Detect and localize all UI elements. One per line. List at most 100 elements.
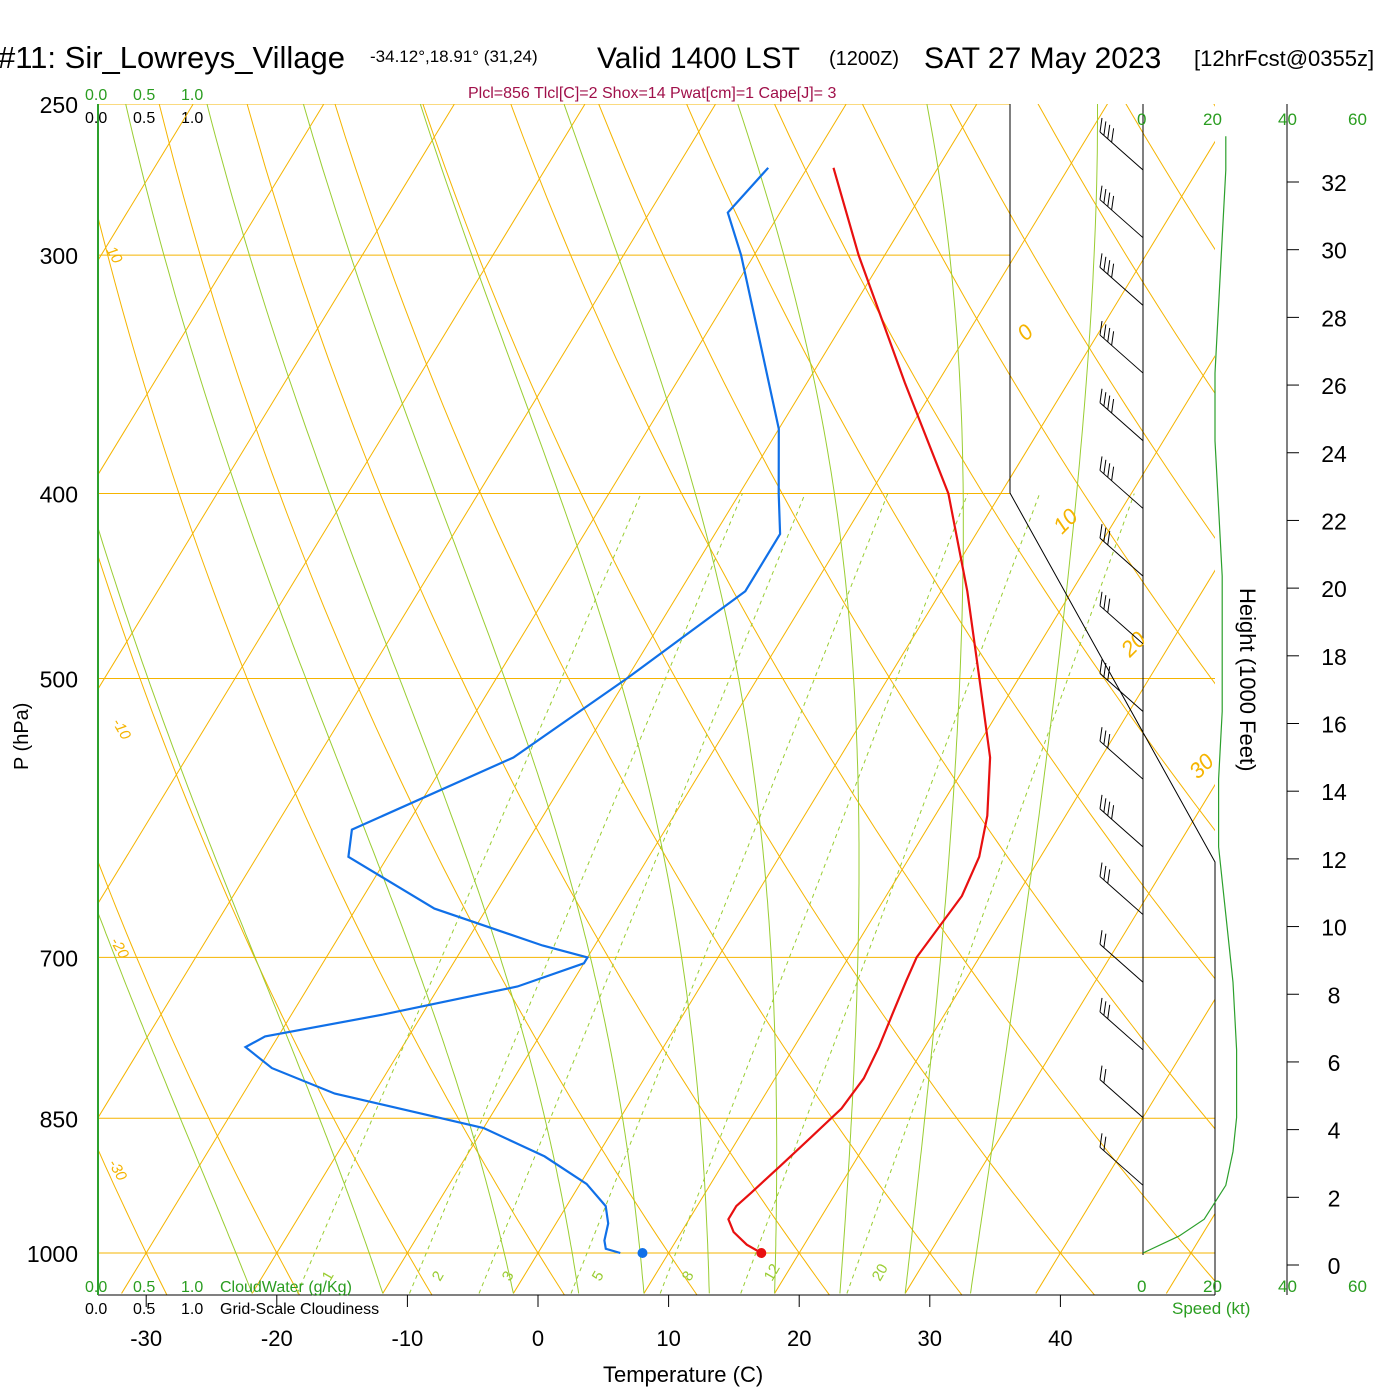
mixing-ratio-label: 2 — [429, 1268, 448, 1284]
cloudiness-tick: 0.5 — [133, 1301, 155, 1318]
dry-adiabat — [1213, 104, 1215, 107]
speed-tick: 20 — [1203, 110, 1222, 129]
moist-adiabat — [419, 104, 710, 1294]
speed-tick: 40 — [1278, 1277, 1297, 1296]
isotherm-label: 0 — [1012, 319, 1039, 346]
cloudwater-tick: 0.5 — [133, 1279, 155, 1296]
wind-barb — [1099, 320, 1144, 374]
speed-tick: 60 — [1348, 1277, 1367, 1296]
dry-adiabat — [422, 104, 1096, 1295]
isotherm — [904, 783, 1215, 1294]
moist-adiabat — [98, 911, 253, 1294]
wind-speed-profile — [1142, 136, 1238, 1254]
dewpoint-surface-marker — [637, 1248, 648, 1258]
isotherm-label: 10 — [103, 244, 126, 268]
pressure-tick-label: 300 — [40, 243, 78, 269]
wind-barb — [1099, 524, 1144, 577]
dry-adiabat — [1367, 70, 1400, 1332]
temperature-profile — [727, 167, 992, 1254]
wind-barb — [1099, 659, 1144, 712]
mixing-ratio-line — [478, 493, 806, 1294]
dry-adiabat — [949, 104, 1215, 539]
pressure-tick-label: 700 — [40, 945, 78, 971]
moist-adiabat — [302, 104, 645, 1294]
forecast-info: [12hrFcst@0355z] — [1194, 46, 1374, 71]
wind-barb — [1099, 794, 1144, 848]
isotherm — [1297, 70, 1400, 1293]
isotherm-label: -10 — [109, 716, 135, 744]
height-tick-label: 12 — [1321, 847, 1347, 873]
height-tick-label: 6 — [1328, 1050, 1341, 1076]
wind-barb — [1099, 185, 1144, 239]
wind-barb — [1099, 253, 1144, 306]
height-tick-label: 32 — [1321, 170, 1347, 196]
station-title: #11: Sir_Lowreys_Village — [0, 40, 345, 75]
wind-barb — [1099, 388, 1144, 442]
wind-barb — [1099, 727, 1144, 780]
valid-time: Valid 1400 LST — [597, 42, 800, 75]
x-tick-label: 20 — [787, 1326, 811, 1351]
dry-adiabat — [98, 215, 566, 1295]
height-tick-label: 18 — [1321, 644, 1347, 670]
plot-frame — [98, 104, 1288, 1296]
mixing-ratio-line — [296, 493, 642, 1294]
isotherm — [774, 569, 1215, 1294]
dry-adiabat — [98, 860, 301, 1295]
isotherm-label: 30 — [1184, 748, 1220, 784]
cloudiness-tick: 0.5 — [133, 110, 155, 127]
height-tick-label: 28 — [1321, 305, 1347, 331]
sounding-profiles — [243, 167, 992, 1258]
x-tick-label: 10 — [656, 1326, 680, 1351]
height-tick-label: 4 — [1328, 1118, 1341, 1144]
pressure-tick-label: 850 — [40, 1106, 78, 1132]
dry-adiabat — [598, 104, 1215, 1130]
cloudwater-tick: 0.5 — [133, 87, 155, 104]
isotherm-label: 10 — [1048, 503, 1084, 539]
height-tick-label: 14 — [1321, 779, 1347, 805]
isotherm — [98, 104, 325, 476]
temperature-surface-marker — [756, 1248, 767, 1258]
pressure-tick-label: 250 — [40, 92, 78, 118]
isotherm — [643, 355, 1215, 1294]
dry-adiabat — [246, 104, 831, 1295]
cloudiness-scale-top: 0.0 0.5 1.0 — [85, 110, 203, 127]
dewpoint-profile — [243, 167, 782, 1255]
dry-adiabat — [510, 104, 1215, 1282]
height-tick-label: 0 — [1328, 1253, 1341, 1279]
mixing-ratio-label: 20 — [869, 1261, 892, 1284]
speed-scale-top: 0 20 40 60 — [1137, 110, 1367, 129]
height-tick-label: 24 — [1321, 441, 1347, 467]
isotherm — [251, 104, 978, 1294]
x-tick-label: -10 — [392, 1326, 424, 1351]
height-tick-label: 16 — [1321, 712, 1347, 738]
height-tick-label: 8 — [1328, 982, 1341, 1008]
isotherm-label: 20 — [1115, 626, 1151, 662]
speed-tick: 0 — [1137, 110, 1146, 129]
dry-adiabat — [686, 104, 1215, 980]
moist-adiabat — [563, 104, 778, 1294]
height-axis-title: Height (1000 Feet) — [1235, 588, 1260, 771]
speed-tick: 0 — [1137, 1277, 1146, 1296]
cloudwater-tick: 0.0 — [85, 1279, 107, 1296]
mixing-ratio-line — [659, 493, 969, 1294]
height-tick-label: 30 — [1321, 238, 1347, 264]
x-tick-label: 0 — [532, 1326, 544, 1351]
dry-adiabat — [861, 104, 1215, 685]
cloudwater-scale-bottom: 0.0 0.5 1.0 CloudWater (g/Kg) — [85, 1279, 352, 1296]
isotherm — [98, 104, 455, 690]
mixing-ratio-line — [846, 493, 1135, 1294]
speed-tick: 20 — [1203, 1277, 1222, 1296]
station-coords: -34.12°,18.91° (31,24) — [370, 47, 538, 66]
wind-barb — [1099, 591, 1144, 645]
moist-adiabat — [737, 104, 860, 1294]
mixing-ratio-label: 5 — [589, 1268, 608, 1284]
stability-indices: Plcl=856 Tlcl[C]=2 Shox=14 Pwat[cm]=1 Ca… — [468, 85, 836, 102]
height-tick-label: 2 — [1328, 1185, 1341, 1211]
temperature-axis: -30 -20 -10 0 10 20 30 40 — [130, 1295, 1073, 1351]
wind-barb — [1099, 1133, 1144, 1186]
isotherm — [98, 104, 717, 1119]
cloudiness-tick: 0.0 — [85, 1301, 107, 1318]
x-tick-label: 40 — [1048, 1326, 1072, 1351]
moist-adiabat — [98, 526, 384, 1294]
